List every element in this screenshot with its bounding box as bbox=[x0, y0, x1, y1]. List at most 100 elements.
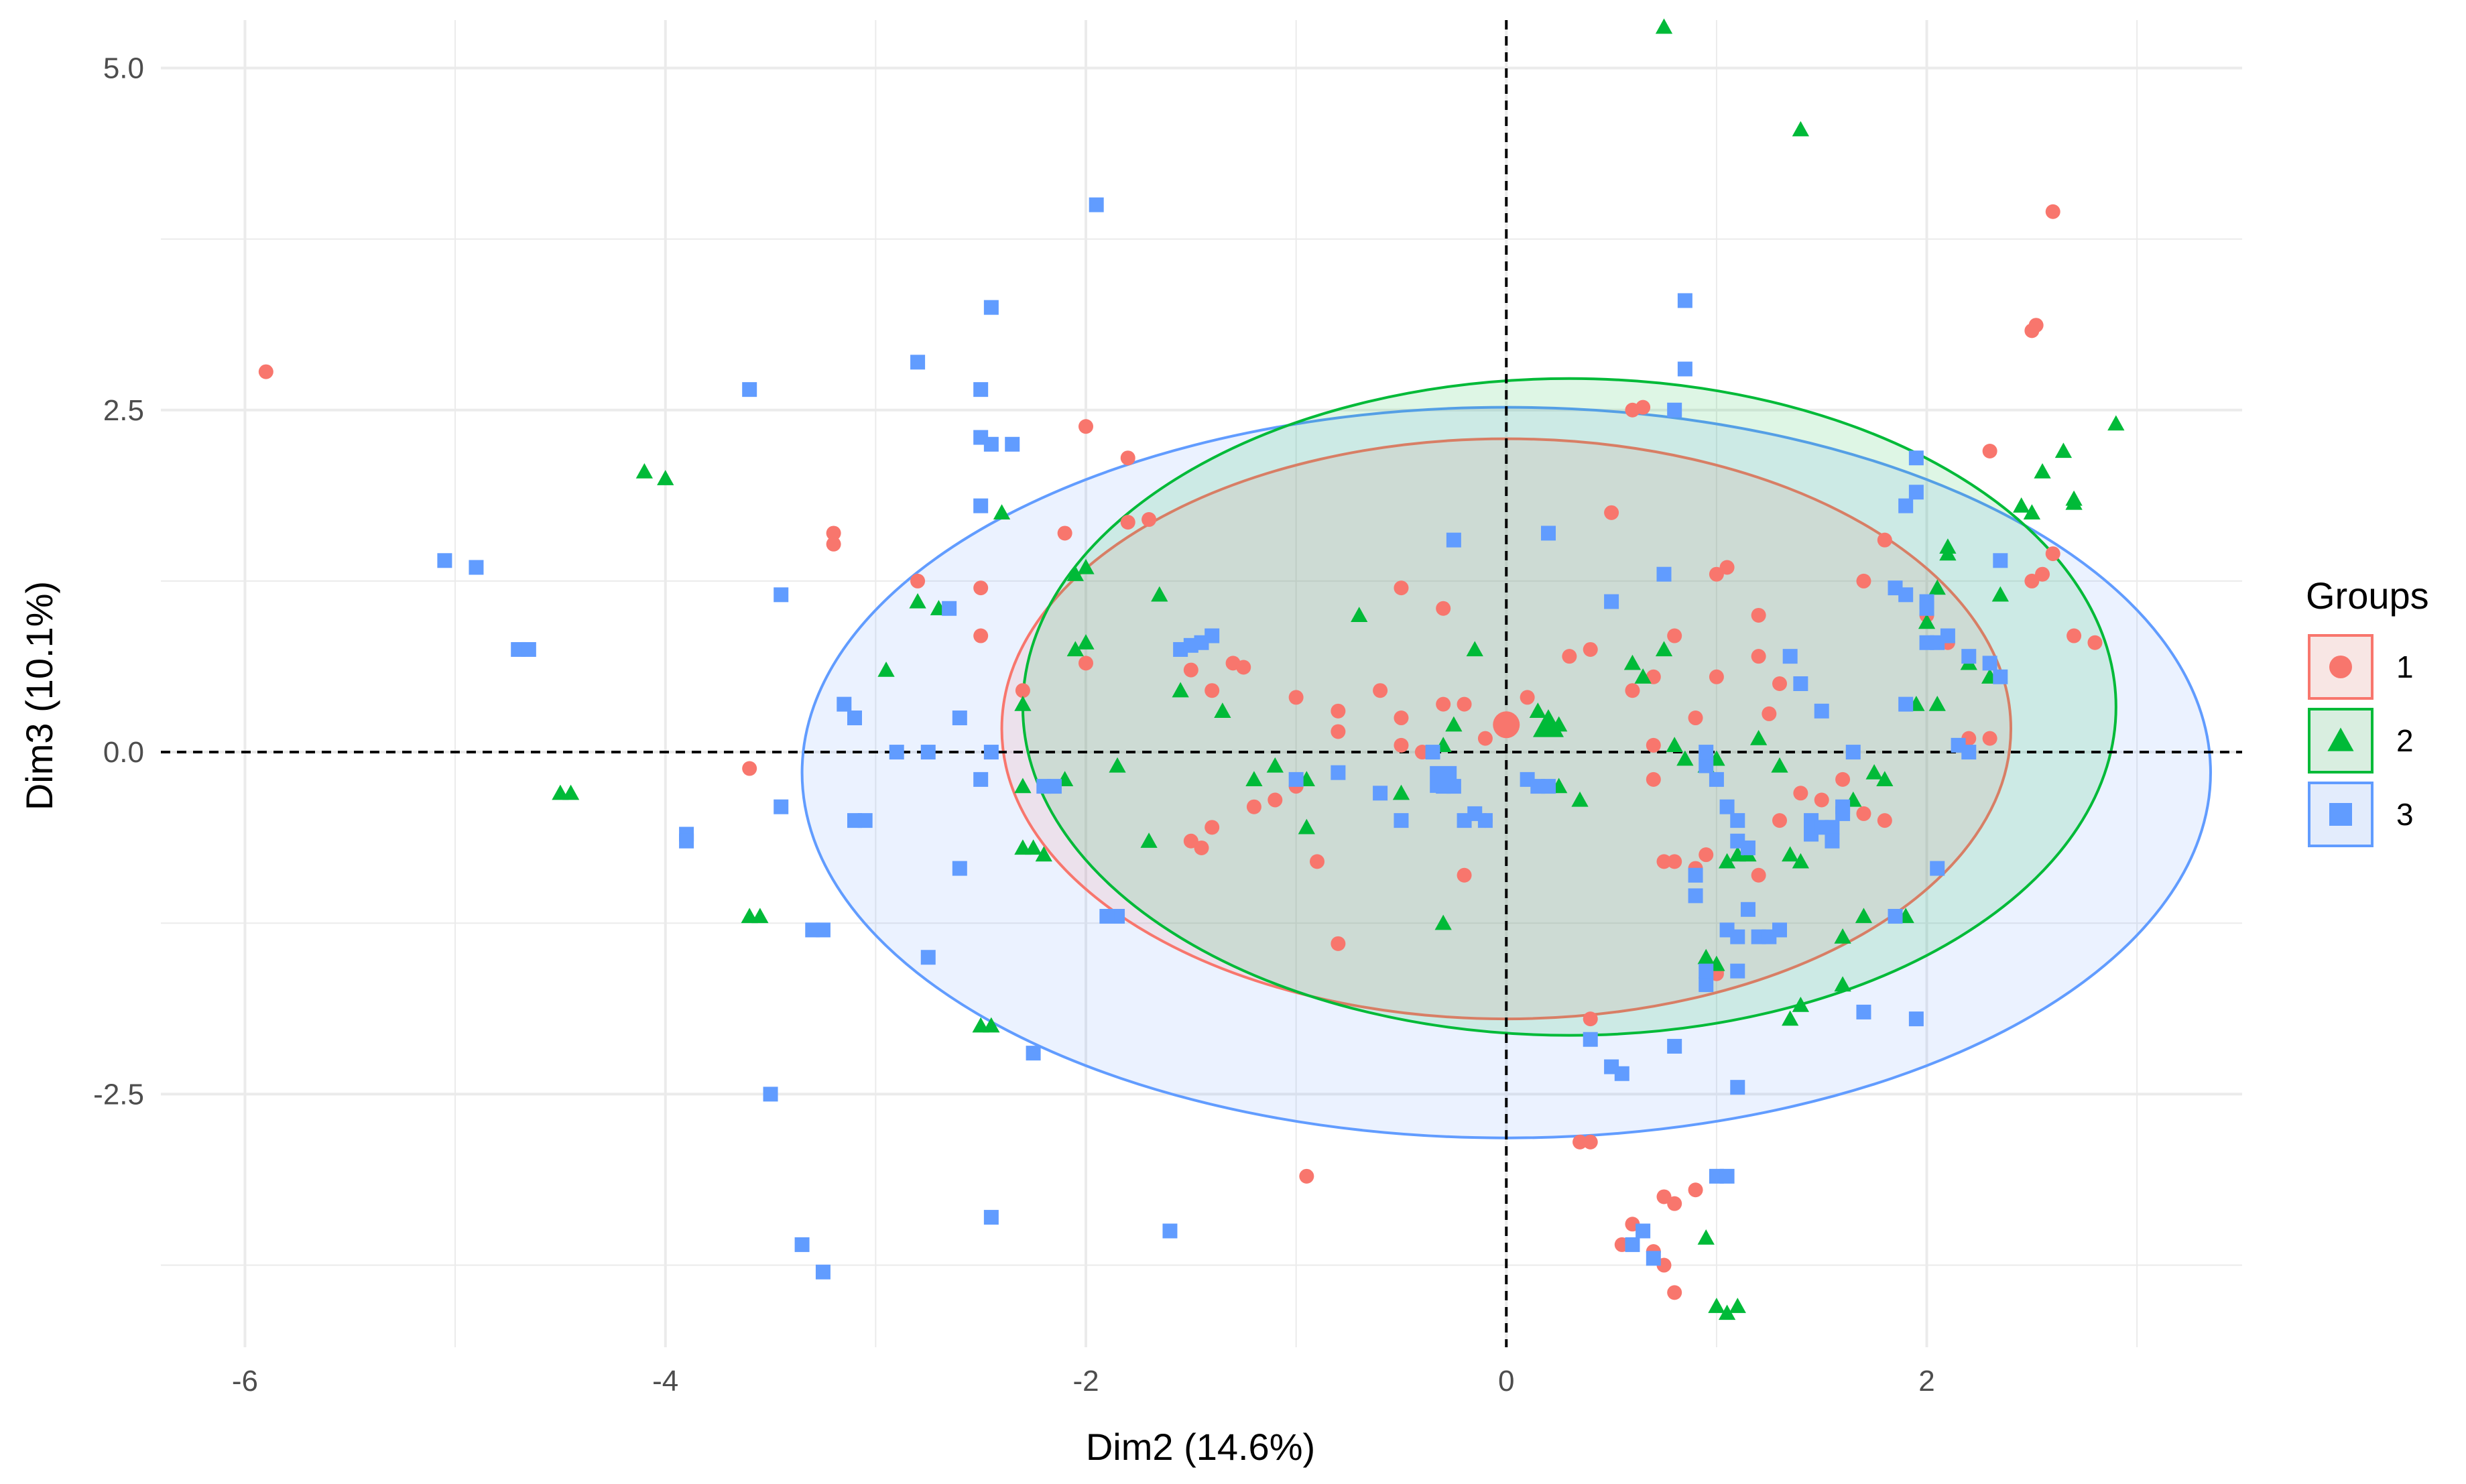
point-group-3 bbox=[1730, 1080, 1745, 1095]
point-group-2 bbox=[1697, 948, 1715, 965]
point-group-1 bbox=[1520, 690, 1535, 705]
point-group-1 bbox=[1331, 703, 1346, 719]
point-group-3 bbox=[889, 745, 904, 760]
point-group-3 bbox=[1719, 799, 1735, 814]
point-group-3 bbox=[774, 799, 789, 814]
point-group-3 bbox=[1288, 771, 1304, 787]
point-group-1 bbox=[1982, 731, 1997, 746]
point-group-2 bbox=[1782, 846, 1799, 862]
point-group-1 bbox=[1688, 710, 1703, 726]
point-group-3 bbox=[1446, 532, 1461, 548]
point-group-3 bbox=[742, 382, 757, 397]
y-tick-label: 2.5 bbox=[103, 394, 144, 427]
point-group-3 bbox=[437, 553, 452, 568]
data-points bbox=[258, 18, 2125, 1320]
point-group-2 bbox=[1666, 737, 1683, 752]
point-group-3 bbox=[1667, 1038, 1682, 1054]
point-group-2 bbox=[1466, 641, 1483, 657]
point-group-3 bbox=[1961, 745, 1977, 760]
point-group-1 bbox=[2067, 628, 2082, 643]
point-group-1 bbox=[1394, 737, 1409, 753]
point-group-1 bbox=[1835, 771, 1851, 787]
point-group-1 bbox=[1373, 683, 1388, 698]
point-group-3 bbox=[983, 300, 999, 315]
point-group-3 bbox=[973, 382, 989, 397]
point-group-3 bbox=[815, 1264, 830, 1280]
point-group-2 bbox=[1918, 613, 1936, 629]
point-group-3 bbox=[920, 745, 936, 760]
point-group-3 bbox=[1782, 649, 1798, 664]
point-group-2 bbox=[1434, 914, 1452, 930]
legend-title: Groups bbox=[2306, 574, 2429, 617]
point-group-1 bbox=[1583, 641, 1598, 657]
point-group-3 bbox=[1099, 909, 1115, 924]
point-group-3 bbox=[1688, 867, 1703, 883]
point-group-2 bbox=[1214, 702, 1231, 718]
point-group-3 bbox=[763, 1087, 778, 1102]
point-group-2 bbox=[1749, 729, 1768, 745]
point-group-2 bbox=[1991, 586, 2009, 602]
point-group-2 bbox=[751, 908, 769, 924]
point-group-3 bbox=[1709, 771, 1724, 787]
point-group-1 bbox=[1793, 786, 1808, 801]
point-group-1 bbox=[1877, 532, 1892, 548]
point-group-1 bbox=[258, 364, 273, 379]
point-group-3 bbox=[1993, 553, 2008, 568]
point-group-1 bbox=[1667, 628, 1682, 643]
point-group-2 bbox=[2013, 497, 2030, 513]
point-group-1 bbox=[1646, 737, 1661, 753]
point-group-3 bbox=[1814, 703, 1829, 719]
point-group-1 bbox=[1310, 854, 1324, 869]
tick-labels: -6 -4 -2 0 2 -2.5 0.0 2.5 5.0 bbox=[93, 52, 1935, 1398]
point-group-2 bbox=[1708, 1298, 1725, 1313]
point-group-2 bbox=[2023, 504, 2041, 519]
point-group-2 bbox=[1782, 1010, 1799, 1026]
point-group-1 bbox=[1057, 525, 1072, 541]
point-group-1 bbox=[1667, 1196, 1682, 1211]
point-group-2 bbox=[1718, 853, 1736, 869]
point-group-3 bbox=[1961, 649, 1977, 664]
point-group-1 bbox=[1236, 660, 1251, 675]
point-group-3 bbox=[1919, 601, 1934, 616]
point-group-1 bbox=[2045, 204, 2060, 219]
point-group-3 bbox=[1331, 765, 1346, 780]
point-group-3 bbox=[1541, 525, 1556, 541]
point-group-3 bbox=[952, 710, 967, 726]
y-tick-label: 5.0 bbox=[103, 52, 144, 84]
point-group-3 bbox=[1194, 635, 1209, 650]
point-group-1 bbox=[1205, 683, 1220, 698]
point-group-2 bbox=[1066, 641, 1084, 657]
point-group-3 bbox=[1845, 745, 1861, 760]
point-group-3 bbox=[1898, 587, 1914, 603]
point-group-3 bbox=[1467, 806, 1483, 821]
point-group-3 bbox=[1425, 745, 1440, 760]
point-group-3 bbox=[983, 436, 999, 452]
point-group-2 bbox=[1792, 853, 1810, 869]
point-group-3 bbox=[1699, 758, 1714, 774]
legend-marker-3 bbox=[2329, 803, 2352, 826]
point-group-2 bbox=[1266, 757, 1284, 773]
point-group-1 bbox=[1015, 683, 1030, 698]
centroid-group-2 bbox=[1533, 709, 1564, 737]
point-group-3 bbox=[1730, 813, 1745, 828]
point-group-2 bbox=[909, 593, 926, 609]
y-tick-label: -2.5 bbox=[93, 1078, 144, 1111]
point-group-1 bbox=[1299, 1168, 1314, 1184]
y-tick-label: 0.0 bbox=[103, 736, 144, 769]
point-group-1 bbox=[1078, 419, 1093, 434]
point-group-2 bbox=[1245, 771, 1263, 787]
point-group-3 bbox=[679, 833, 694, 849]
point-group-2 bbox=[2107, 415, 2125, 431]
point-group-1 bbox=[1078, 656, 1093, 671]
point-group-2 bbox=[1792, 997, 1810, 1012]
point-group-3 bbox=[1699, 963, 1714, 979]
point-group-2 bbox=[1655, 641, 1673, 657]
point-group-3 bbox=[1005, 436, 1020, 452]
point-group-1 bbox=[1636, 399, 1651, 415]
point-group-3 bbox=[837, 696, 852, 712]
point-group-2 bbox=[1676, 750, 1694, 766]
point-group-3 bbox=[1688, 888, 1703, 904]
point-group-1 bbox=[1457, 696, 1472, 712]
point-group-1 bbox=[1877, 813, 1892, 828]
point-group-1 bbox=[1772, 676, 1787, 691]
